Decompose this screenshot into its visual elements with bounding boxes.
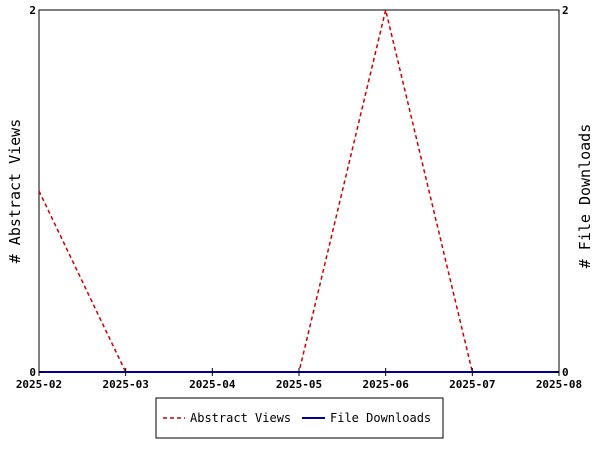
x-tick-label: 2025-07 xyxy=(449,378,495,391)
y-tick-label-left: 0 xyxy=(29,366,36,379)
y-axis-title-right: # File Downloads xyxy=(576,124,594,269)
x-tick-label: 2025-08 xyxy=(536,378,582,391)
x-tick-label: 2025-04 xyxy=(189,378,236,391)
x-tick-label: 2025-02 xyxy=(16,378,62,391)
x-axis-ticks: 2025-02 2025-03 2025-04 2025-05 2025-06 2025-… xyxy=(16,368,582,391)
plot-area-frame xyxy=(38,9,560,373)
legend-label-file-downloads: File Downloads xyxy=(330,411,431,425)
x-tick-label: 2025-05 xyxy=(276,378,322,391)
y-tick-label-left: 2 xyxy=(29,4,36,17)
x-tick-label: 2025-03 xyxy=(102,378,148,391)
y-tick-label-right: 0 xyxy=(562,366,569,379)
y-tick-label-right: 2 xyxy=(562,4,569,17)
x-tick-label: 2025-06 xyxy=(362,378,409,391)
y-axis-ticks: 0 2 0 2 xyxy=(29,4,568,379)
legend: Abstract Views File Downloads xyxy=(155,397,444,439)
y-axis-title-left: # Abstract Views xyxy=(6,119,24,264)
legend-box xyxy=(155,397,444,439)
legend-label-abstract-views: Abstract Views xyxy=(190,411,291,425)
